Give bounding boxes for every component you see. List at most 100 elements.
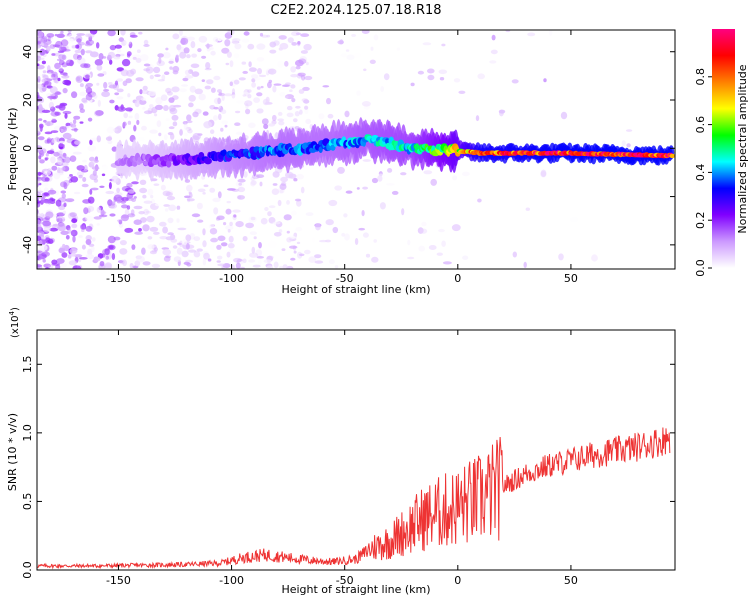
noise-blob: [59, 46, 67, 52]
noise-blob: [147, 107, 153, 114]
y-tick-label: 0.0: [21, 561, 34, 579]
noise-blob: [143, 208, 149, 216]
noise-blob: [186, 198, 195, 202]
noise-blob: [221, 47, 230, 54]
noise-blob: [116, 197, 122, 204]
noise-blob: [116, 88, 124, 93]
noise-blob: [94, 59, 104, 66]
noise-blob: [60, 30, 64, 35]
noise-blob: [286, 112, 294, 118]
noise-blob: [303, 43, 312, 51]
noise-blob: [356, 187, 360, 190]
noise-blob: [198, 35, 208, 43]
noise-blob: [294, 111, 300, 117]
noise-blob: [277, 199, 282, 207]
noise-blob: [558, 253, 564, 261]
noise-blob: [162, 249, 171, 256]
noise-blob: [143, 39, 149, 45]
noise-blob: [114, 92, 120, 96]
noise-blob: [386, 183, 395, 186]
noise-blob: [279, 183, 287, 190]
noise-blob: [56, 58, 62, 62]
noise-blob: [85, 215, 94, 222]
noise-blob: [211, 87, 216, 93]
noise-blob: [91, 166, 100, 170]
noise-blob: [278, 229, 283, 233]
noise-blob: [284, 60, 289, 67]
noise-blob: [85, 225, 93, 232]
noise-blob: [499, 109, 504, 117]
noise-blob: [238, 77, 246, 81]
noise-blob: [138, 31, 143, 35]
noise-blob: [224, 93, 233, 97]
noise-blob: [67, 212, 76, 219]
noise-blob: [37, 219, 42, 226]
noise-blob: [328, 259, 335, 265]
noise-blob: [325, 239, 331, 243]
noise-blob: [67, 227, 72, 234]
noise-blob: [51, 119, 57, 123]
noise-blob: [81, 97, 88, 103]
noise-blob: [76, 165, 85, 171]
noise-blob: [134, 231, 143, 235]
noise-blob: [362, 232, 369, 238]
noise-blob: [422, 42, 432, 46]
noise-blob: [351, 33, 357, 37]
noise-blob: [248, 122, 256, 129]
noise-blob: [41, 109, 51, 113]
noise-blob: [273, 232, 282, 237]
noise-blob: [191, 71, 200, 77]
noise-blob: [242, 94, 247, 97]
noise-blob: [283, 214, 292, 221]
noise-blob: [302, 86, 310, 91]
noise-blob: [97, 73, 105, 77]
noise-blob: [71, 224, 77, 228]
noise-blob: [295, 65, 301, 70]
noise-blob: [39, 48, 46, 56]
noise-blob: [242, 258, 247, 264]
noise-blob: [127, 93, 131, 98]
noise-blob: [99, 261, 105, 267]
noise-blob: [290, 66, 297, 73]
snr-y-label: SNR (10 * v/v): [6, 413, 19, 491]
noise-blob: [135, 77, 144, 82]
noise-blob: [410, 82, 415, 87]
noise-blob: [101, 173, 106, 177]
noise-blob: [176, 218, 180, 223]
noise-blob: [184, 133, 189, 137]
noise-blob: [278, 35, 287, 40]
ridge-core: [669, 153, 675, 159]
noise-blob: [43, 80, 49, 85]
noise-blob: [441, 240, 446, 247]
noise-blob: [37, 191, 41, 198]
noise-blob: [47, 189, 57, 195]
noise-blob: [218, 113, 222, 121]
noise-blob: [491, 34, 496, 41]
noise-blob: [217, 97, 221, 105]
noise-blob: [407, 239, 411, 246]
noise-blob: [68, 179, 73, 183]
noise-blob: [151, 263, 161, 269]
noise-blob: [44, 80, 52, 87]
noise-blob: [154, 113, 158, 117]
noise-blob: [280, 181, 287, 186]
colorbar-tick-label: 0.2: [694, 211, 707, 229]
noise-blob: [182, 77, 189, 82]
noise-blob: [173, 256, 182, 263]
noise-blob: [121, 214, 129, 219]
noise-blob: [116, 78, 124, 82]
noise-blob: [540, 169, 547, 177]
noise-blob: [249, 231, 257, 236]
y-tick-label: 1.5: [21, 356, 34, 374]
noise-blob: [51, 118, 56, 122]
noise-blob: [37, 215, 41, 219]
spectrogram-frame: [36, 29, 676, 270]
noise-blob: [286, 200, 290, 205]
noise-blob: [44, 177, 50, 182]
noise-blob: [297, 41, 301, 45]
x-tick-label: -50: [336, 272, 354, 285]
noise-blob: [490, 49, 498, 55]
noise-blob: [60, 230, 69, 235]
noise-blob: [218, 91, 223, 96]
